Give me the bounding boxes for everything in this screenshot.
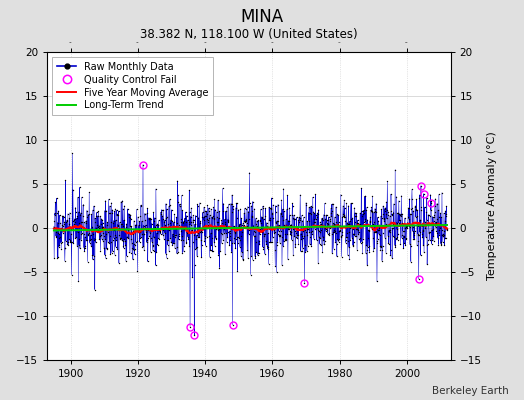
Legend: Raw Monthly Data, Quality Control Fail, Five Year Moving Average, Long-Term Tren: Raw Monthly Data, Quality Control Fail, …	[52, 57, 213, 115]
Text: MINA: MINA	[241, 8, 283, 26]
Y-axis label: Temperature Anomaly (°C): Temperature Anomaly (°C)	[487, 132, 497, 280]
Text: Berkeley Earth: Berkeley Earth	[432, 386, 508, 396]
Title: 38.382 N, 118.100 W (United States): 38.382 N, 118.100 W (United States)	[140, 28, 358, 41]
